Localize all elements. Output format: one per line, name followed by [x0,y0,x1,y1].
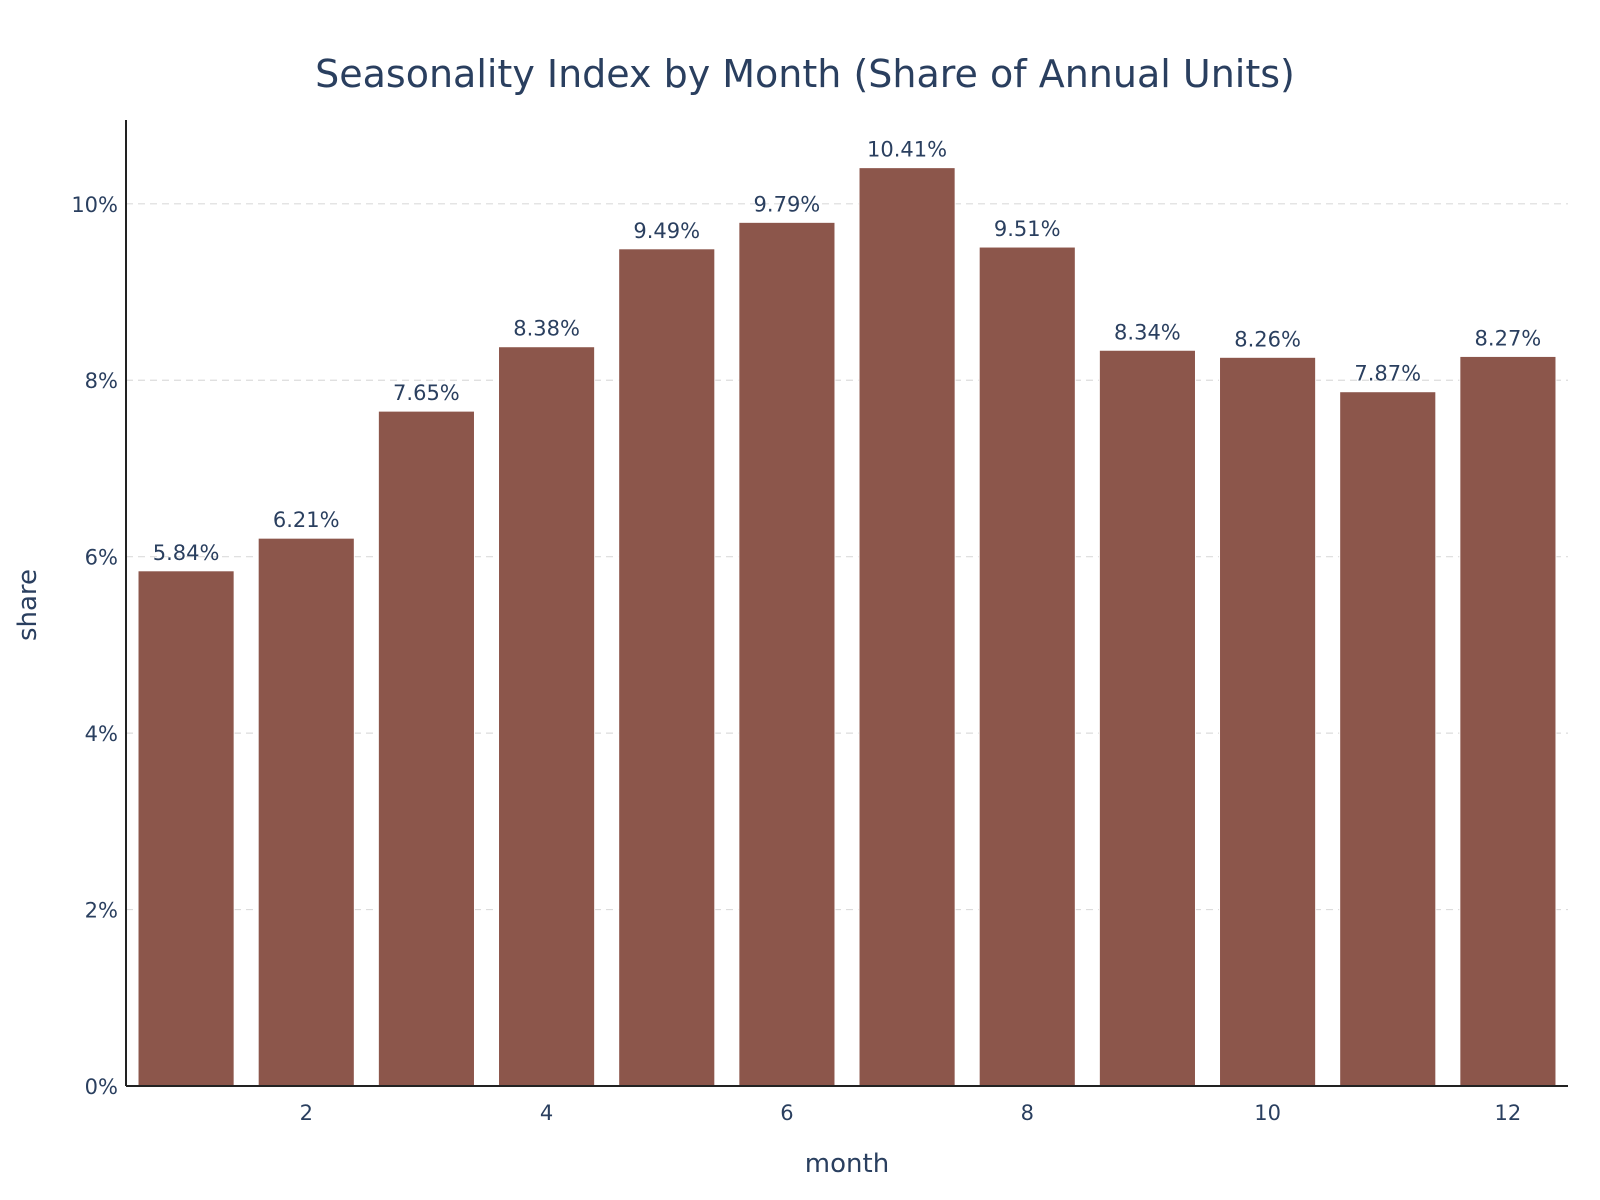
bar-month-1 [137,570,235,1087]
bar-month-8 [978,246,1076,1087]
bar-month-10 [1219,356,1317,1087]
y-tick-label: 0% [85,1075,118,1099]
bar-value-labels: 5.84% 6.21% 7.65% 8.38% 9.49% 9.79% 10.41% 9.51… [153,138,1542,565]
bar-month-4 [498,346,596,1087]
bar-month-6 [738,221,836,1087]
bar-value-label: 8.38% [513,317,580,341]
y-tick-labels: 0% 2% 4% 6% 8% 10% [71,193,118,1099]
bar-value-label: 8.26% [1234,327,1301,351]
x-tick-labels: 2 4 6 8 10 12 [300,1101,1522,1125]
bar-value-label: 9.51% [994,217,1061,241]
bar-value-label: 5.84% [153,541,220,565]
bar-month-11 [1339,391,1437,1087]
bar-month-3 [377,410,475,1087]
bar-month-7 [858,167,956,1087]
bar-month-9 [1098,349,1196,1087]
bars [137,167,1557,1087]
x-tick-label: 2 [300,1101,313,1125]
axes [125,120,1568,1087]
y-tick-label: 8% [85,369,118,393]
bar-value-label: 7.87% [1354,362,1421,386]
x-tick-label: 10 [1254,1101,1281,1125]
x-tick-label: 6 [780,1101,793,1125]
bar-value-label: 6.21% [273,508,340,532]
y-axis-title: share [13,569,43,641]
bar-value-label: 7.65% [393,381,460,405]
y-tick-label: 6% [85,546,118,570]
y-tick-label: 10% [71,193,118,217]
bar-value-label: 10.41% [867,138,947,162]
bar-month-12 [1459,355,1557,1087]
bar-value-label: 8.27% [1475,326,1542,350]
y-tick-label: 2% [85,899,118,923]
bar-value-label: 8.34% [1114,320,1181,344]
x-tick-label: 8 [1021,1101,1034,1125]
x-tick-label: 12 [1495,1101,1522,1125]
x-axis-title: month [805,1149,889,1179]
x-tick-label: 4 [540,1101,553,1125]
bar-value-label: 9.79% [754,192,821,216]
bar-month-5 [618,248,716,1087]
bar-value-label: 9.49% [633,219,700,243]
y-tick-label: 4% [85,722,118,746]
bar-month-2 [257,537,355,1087]
chart-title: Seasonality Index by Month (Share of Ann… [315,52,1295,96]
gridlines [126,203,1568,911]
